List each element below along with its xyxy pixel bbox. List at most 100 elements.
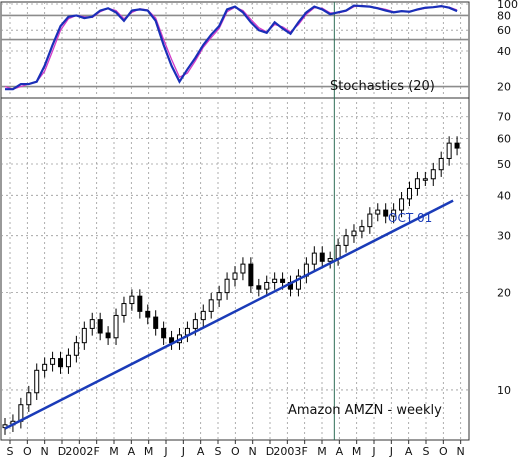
candle-body (422, 178, 428, 181)
x-tick-labels: S O N D 2002 F M A M J J A S O N D 2003 F M A M J J A S O N (7, 440, 465, 458)
candle-body (383, 209, 389, 217)
candle-body (240, 263, 246, 274)
support-trendline (4, 199, 454, 430)
candle-body (335, 244, 341, 260)
candle-body (311, 252, 317, 265)
price-y-tick-label: 10 (497, 384, 511, 397)
x-tick-label: J (163, 445, 167, 458)
x-tick-label: M (144, 445, 154, 458)
x-tick-label: D (266, 445, 274, 458)
x-tick-label: 2003 (273, 445, 301, 458)
price-chart-label: Amazon AMZN - weekly (288, 403, 442, 418)
price-y-tick-label: 60 (497, 132, 511, 145)
candle-body (406, 187, 412, 200)
candle-body (295, 275, 301, 290)
price-y-tick-label: 70 (497, 111, 511, 124)
candle-body (264, 281, 270, 290)
annotations: Stochastics (20) Amazon AMZN - weekly (288, 79, 442, 418)
x-tick-label: F (94, 445, 100, 458)
candle-body (327, 258, 333, 262)
candle-body (438, 157, 444, 171)
candle-body (391, 209, 397, 217)
x-tick-label: O (231, 445, 240, 458)
x-tick-label: N (457, 445, 465, 458)
x-tick-label: M (317, 445, 327, 458)
candle-body (121, 303, 127, 316)
candle-body (42, 363, 48, 371)
stoch-y-tick-label: 80 (497, 9, 511, 22)
candle-body (161, 327, 167, 339)
candle-body (399, 198, 405, 211)
stochastics-series (4, 4, 458, 91)
trendline: OCT 01 (4, 199, 454, 430)
x-tick-label: F (302, 445, 308, 458)
candle-body (97, 319, 103, 334)
candle-body (232, 272, 238, 280)
x-tick-label: A (128, 445, 136, 458)
x-tick-label: M (352, 445, 362, 458)
trendline-label: OCT 01 (388, 211, 432, 225)
candle-body (73, 342, 79, 356)
candle-body (65, 354, 71, 368)
candle-body (367, 213, 373, 228)
x-tick-label: S (215, 445, 222, 458)
candle-body (414, 178, 420, 189)
candle-body (208, 299, 214, 312)
x-tick-label: J (181, 445, 185, 458)
candle-body (256, 285, 262, 290)
x-tick-label: A (197, 445, 205, 458)
candle-body (359, 226, 365, 232)
candle-body (113, 314, 119, 339)
candle-body (430, 169, 436, 180)
x-tick-label: O (23, 445, 32, 458)
stoch-y-tick-label: 40 (497, 45, 511, 58)
candle-body (145, 310, 151, 318)
candle-body (50, 358, 56, 365)
candle-body (200, 310, 206, 321)
stochastics-line (5, 4, 458, 91)
candle-body (351, 230, 357, 237)
candle-body (454, 142, 460, 149)
x-tick-label: N (41, 445, 49, 458)
price-y-tick-label: 30 (497, 230, 511, 243)
x-tick-label: J (371, 445, 375, 458)
x-tick-label: 2002 (65, 445, 93, 458)
candle-body (446, 142, 452, 159)
candle-body (26, 392, 32, 406)
candle-body (58, 358, 64, 368)
candle-body (153, 316, 159, 329)
stoch-y-tick-label: 100 (497, 0, 518, 11)
x-tick-label: D (58, 445, 66, 458)
x-tick-label: A (405, 445, 413, 458)
stoch-y-tick-label: 60 (497, 24, 511, 37)
candle-body (129, 295, 135, 305)
stoch-y-tick-label: 20 (497, 81, 511, 94)
candle-body (34, 369, 40, 394)
candle-body (192, 319, 198, 329)
x-tick-label: N (249, 445, 257, 458)
candle-body (375, 209, 381, 215)
candle-body (224, 278, 230, 294)
x-tick-label: S (7, 445, 14, 458)
candle-body (343, 235, 349, 246)
candle-body (137, 295, 143, 312)
candle-body (319, 252, 325, 262)
candle-body (81, 327, 87, 344)
grid-lines (1, 2, 469, 440)
x-tick-label: S (423, 445, 430, 458)
stochastics-label: Stochastics (20) (330, 79, 435, 94)
candle-body (272, 278, 278, 283)
price-y-tick-label: 40 (497, 189, 511, 202)
candle-body (248, 263, 254, 287)
price-y-tick-label: 20 (497, 287, 511, 300)
candle-body (89, 319, 95, 329)
x-tick-label: J (389, 445, 393, 458)
x-tick-label: A (336, 445, 344, 458)
candle-body (280, 278, 286, 283)
candle-body (216, 292, 222, 301)
x-tick-label: M (109, 445, 119, 458)
price-candles (2, 136, 460, 435)
candle-body (105, 332, 111, 339)
